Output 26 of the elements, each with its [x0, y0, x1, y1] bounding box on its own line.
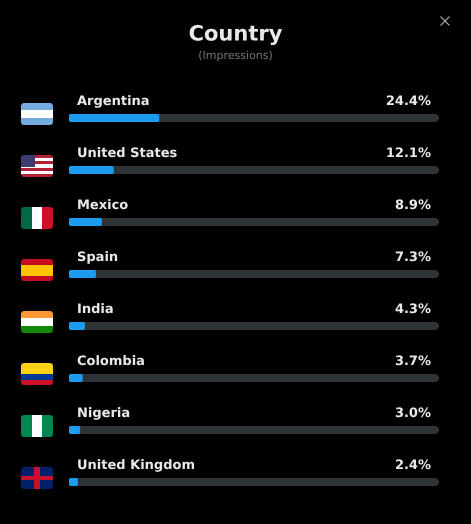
bar: [69, 218, 102, 226]
data-label: 3.0%: [394, 406, 431, 421]
data-label: 12.1%: [386, 146, 431, 161]
bar: [69, 374, 83, 382]
data-label: 24.4%: [386, 94, 431, 109]
y-tick-label: India: [77, 302, 114, 317]
bar: [69, 270, 96, 278]
data-label: 8.9%: [394, 198, 431, 213]
chart-subtitle: (Impressions): [198, 49, 273, 62]
y-tick-label: United Kingdom: [77, 458, 196, 473]
data-label: 2.4%: [394, 458, 431, 473]
bar: [69, 426, 80, 434]
bar: [69, 322, 85, 330]
chart-title: Country: [188, 22, 283, 46]
bar: [69, 478, 78, 486]
y-tick-label: Nigeria: [77, 406, 130, 421]
y-tick-label: Argentina: [77, 94, 150, 109]
data-label: 7.3%: [394, 250, 431, 265]
y-tick-label: United States: [77, 146, 178, 161]
y-tick-label: Colombia: [77, 354, 145, 369]
bar: [69, 166, 114, 174]
data-label: 4.3%: [394, 302, 431, 317]
y-tick-label: Mexico: [77, 198, 128, 213]
y-tick-label: Spain: [77, 250, 118, 265]
data-label: 3.7%: [394, 354, 431, 369]
bar: [69, 114, 160, 122]
